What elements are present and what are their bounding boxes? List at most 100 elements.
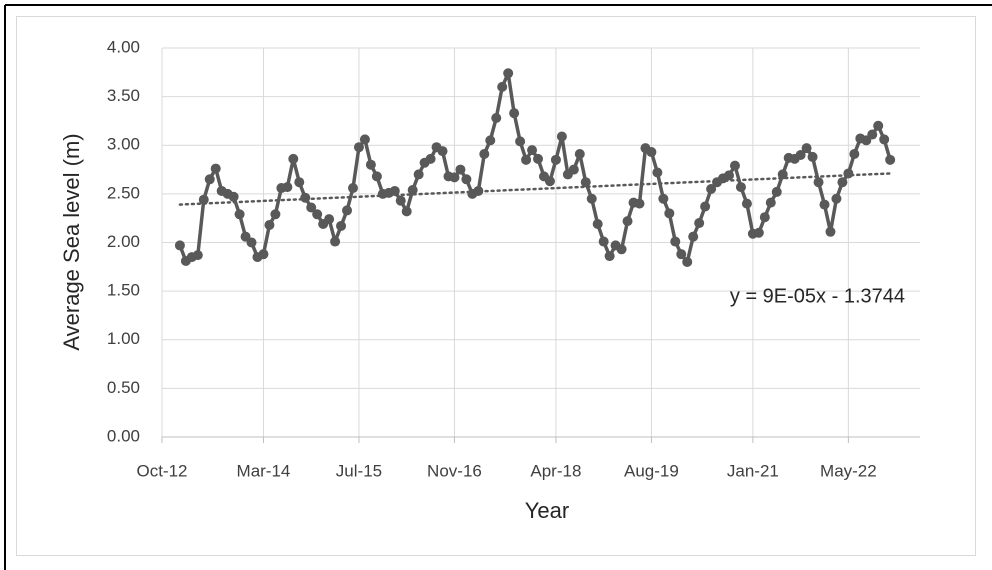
data-point — [777, 169, 788, 180]
data-point — [676, 249, 687, 260]
data-point — [485, 135, 496, 146]
grid: 0.00 0.50 1.00 1.50 2.00 2.50 3.00 3.50 4.00 Oct-… — [107, 37, 920, 480]
y-tick-label: 0.50 — [107, 378, 140, 397]
data-point — [497, 81, 508, 92]
data-point — [347, 183, 358, 194]
data-point — [336, 220, 347, 231]
data-point — [461, 174, 472, 185]
data-point — [819, 199, 830, 210]
data-point — [401, 206, 412, 217]
data-point — [598, 236, 609, 247]
data-point — [550, 154, 561, 165]
data-point — [437, 146, 448, 157]
data-point — [634, 198, 645, 209]
data-point — [688, 231, 699, 242]
trendline — [178, 172, 892, 206]
y-tick-label: 2.50 — [107, 183, 140, 202]
data-point — [455, 164, 466, 175]
data-point — [622, 216, 633, 227]
data-point — [724, 170, 735, 181]
data-point — [204, 174, 215, 185]
data-point — [825, 226, 836, 237]
data-point — [664, 208, 675, 219]
data-point — [729, 160, 740, 171]
data-point — [646, 147, 657, 158]
data-point — [700, 201, 711, 212]
data-point — [765, 197, 776, 208]
chart-border — [16, 16, 976, 556]
y-tick-label: 2.00 — [107, 232, 140, 251]
data-point — [807, 151, 818, 162]
x-tick-label: Jul-15 — [336, 461, 382, 480]
data-point — [234, 209, 245, 220]
data-point — [270, 209, 281, 220]
data-point — [425, 153, 436, 164]
data-point — [264, 219, 275, 230]
data-point — [759, 212, 770, 223]
data-point — [389, 185, 400, 196]
data-point — [813, 177, 824, 188]
x-tick-label: Apr-18 — [530, 461, 581, 480]
data-point — [574, 149, 585, 160]
y-tick-label: 4.00 — [107, 37, 140, 56]
data-point — [324, 214, 335, 225]
x-tick-label: Aug-19 — [624, 461, 679, 480]
data-point — [198, 194, 209, 205]
data-point — [849, 149, 860, 160]
y-axis-title: Average Sea level (m) — [59, 133, 84, 350]
data-point — [771, 186, 782, 197]
data-point — [706, 184, 717, 195]
data-point — [801, 143, 812, 154]
data-point — [294, 177, 305, 188]
data-point — [449, 172, 460, 183]
data-point — [473, 185, 484, 196]
data-point — [885, 154, 896, 165]
data-point — [479, 149, 490, 160]
data-point — [682, 256, 693, 267]
data-point — [616, 244, 627, 255]
data-point — [407, 184, 418, 195]
data-point — [246, 237, 257, 248]
data-point — [210, 163, 221, 174]
x-axis-title: Year — [525, 498, 569, 523]
data-point — [353, 142, 364, 153]
data-point — [413, 169, 424, 180]
data-point — [556, 131, 567, 142]
data-point — [306, 202, 317, 213]
data-point — [670, 236, 681, 247]
data-point — [694, 218, 705, 229]
data-point — [503, 68, 514, 79]
data-point — [288, 153, 299, 164]
data-point — [586, 193, 597, 204]
data-line — [178, 71, 892, 264]
data-point — [371, 171, 382, 182]
data-point — [515, 136, 526, 147]
data-point — [604, 251, 615, 262]
data-point — [658, 193, 669, 204]
data-point — [521, 154, 532, 165]
x-tick-label: Oct-12 — [136, 461, 187, 480]
data-point — [365, 159, 376, 170]
data-point — [330, 236, 341, 247]
x-tick-label: May-22 — [820, 461, 877, 480]
y-tick-label: 3.50 — [107, 86, 140, 105]
data-point — [359, 134, 370, 145]
data-point — [342, 205, 353, 216]
data-point — [509, 108, 520, 119]
data-point — [795, 149, 806, 160]
data-point — [174, 240, 185, 251]
data-point — [192, 250, 203, 261]
data-point — [282, 182, 293, 193]
y-tick-label: 1.00 — [107, 329, 140, 348]
data-point — [843, 168, 854, 179]
data-point — [867, 129, 878, 140]
data-point — [873, 120, 884, 131]
data-point — [258, 249, 269, 260]
data-point — [753, 227, 764, 238]
y-tick-label: 0.00 — [107, 426, 140, 445]
data-point — [491, 113, 502, 124]
data-point — [312, 209, 323, 220]
y-tick-label: 1.50 — [107, 281, 140, 300]
data-point — [652, 167, 663, 178]
